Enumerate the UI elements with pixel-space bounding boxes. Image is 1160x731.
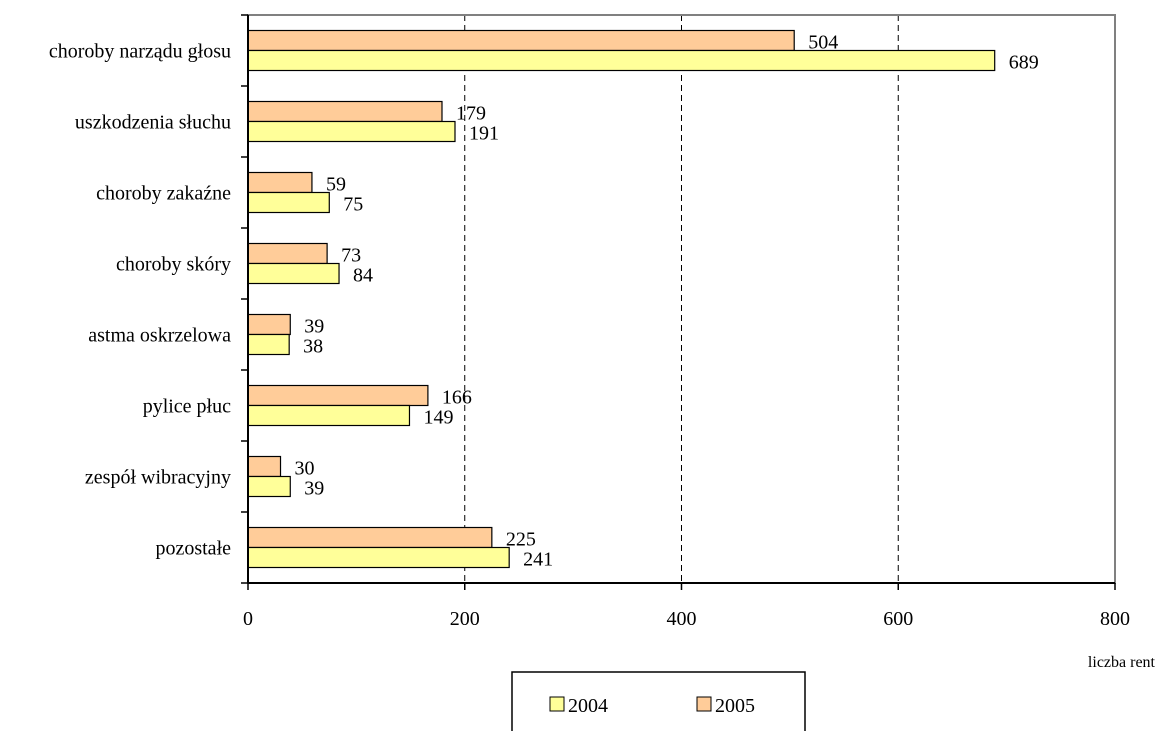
category-label: uszkodzenia słuchu [75,112,231,134]
data-label-2005: 225 [506,529,536,551]
x-ticks: 0 200 400 600 800 [243,583,1130,630]
x-axis-label: liczba rent [1088,654,1156,671]
category-label: choroby zakaźne [96,183,231,205]
category-label: astma oskrzelowa [88,325,231,347]
bar-2005 [247,100,443,123]
data-label-2004: 191 [469,123,499,145]
bar-2005 [247,29,795,52]
legend: 2004 2005 [511,671,806,731]
x-tick-label: 800 [1100,608,1130,630]
category-label: pozostałe [155,538,231,560]
data-label-2004: 39 [304,478,324,500]
data-label-2005: 59 [326,174,346,196]
x-tick-label: 600 [883,608,913,630]
bar-2004 [247,333,290,356]
gridlines [464,15,899,583]
data-label-2005: 73 [341,245,361,267]
data-label-2004: 38 [303,336,323,358]
category-label: pylice płuc [143,396,231,418]
bar-2004 [247,120,456,143]
category-label: choroby skóry [116,254,231,276]
legend-label-2005: 2005 [715,695,755,717]
data-label-2005: 179 [456,103,486,125]
legend-swatch-2005 [696,696,712,712]
bar-2004 [247,475,291,498]
data-label-2005: 30 [295,458,315,480]
category-label: zespół wibracyjny [85,467,231,489]
bar-2005 [247,313,291,336]
data-label-2004: 149 [423,407,453,429]
bar-2005 [247,526,493,549]
bar-2004 [247,546,510,569]
data-label-2005: 39 [304,316,324,338]
bar-2005 [247,171,313,194]
bar-2005 [247,384,429,407]
data-label-2005: 166 [442,387,472,409]
data-label-2005: 504 [808,32,838,54]
data-label-2004: 84 [353,265,373,287]
x-tick-label: 200 [450,608,480,630]
category-labels: choroby narządu głosu uszkodzenia słuchu c… [49,14,248,584]
data-label-2004: 75 [343,194,363,216]
legend-swatch-2004 [549,696,565,712]
bar-2004 [247,49,996,72]
legend-label-2004: 2004 [568,695,608,717]
x-tick-label: 0 [243,608,253,630]
bar-2004 [247,404,411,427]
x-tick-label: 400 [667,608,697,630]
category-label: choroby narządu głosu [49,41,231,63]
data-label-2004: 241 [523,549,553,571]
bar-2005 [247,242,328,265]
bar-2004 [247,191,330,214]
data-label-2004: 689 [1009,52,1039,74]
bar-2004 [247,262,340,285]
bar-2005 [247,455,282,478]
